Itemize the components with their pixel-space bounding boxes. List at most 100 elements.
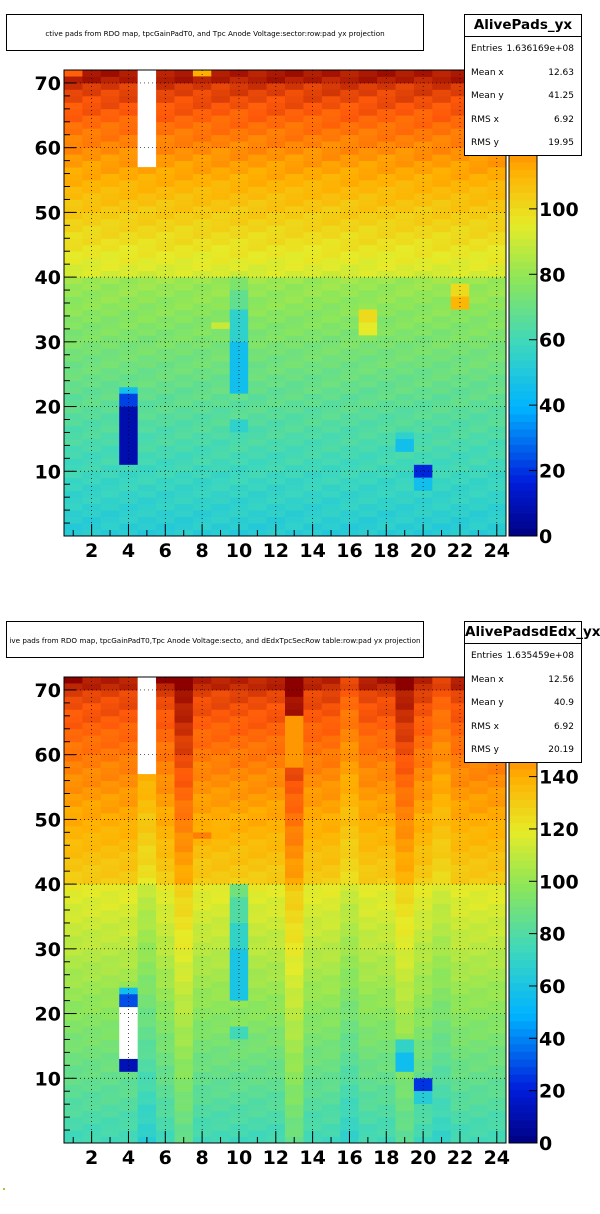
heatmap-cell bbox=[487, 154, 507, 162]
heatmap-cell bbox=[395, 787, 415, 794]
heatmap-cell bbox=[303, 497, 323, 505]
color-scale-swatch bbox=[509, 906, 537, 915]
heatmap-cell bbox=[100, 858, 120, 866]
heatmap-cell bbox=[395, 864, 415, 872]
heatmap-cell bbox=[358, 780, 378, 788]
heatmap-cell bbox=[248, 484, 267, 492]
x-tick-label: 2 bbox=[85, 540, 98, 562]
heatmap-cell bbox=[432, 728, 452, 736]
heatmap-cell bbox=[119, 1123, 139, 1131]
heatmap-cell bbox=[64, 309, 83, 317]
heatmap-cell bbox=[211, 315, 231, 323]
heatmap-cell bbox=[450, 1065, 470, 1073]
heatmap-cell bbox=[248, 445, 267, 453]
heatmap-cell bbox=[100, 774, 120, 781]
heatmap-cell bbox=[266, 147, 286, 155]
heatmap-cell bbox=[321, 173, 341, 181]
heatmap-cell bbox=[285, 277, 304, 284]
heatmap-cell bbox=[321, 251, 341, 259]
heatmap-cell bbox=[137, 477, 157, 485]
heatmap-cell bbox=[450, 141, 470, 149]
heatmap-cell bbox=[340, 315, 360, 323]
color-scale-swatch bbox=[509, 467, 537, 476]
heatmap-cell bbox=[321, 1104, 341, 1112]
heatmap-cell bbox=[266, 296, 286, 304]
heatmap-cell bbox=[266, 374, 286, 382]
heatmap-cell bbox=[432, 1071, 452, 1079]
heatmap-cell bbox=[358, 761, 378, 769]
heatmap-cell bbox=[64, 1097, 83, 1105]
grid-lines bbox=[64, 677, 506, 1143]
heatmap-cell bbox=[156, 290, 175, 297]
heatmap-cell bbox=[358, 257, 378, 265]
heatmap-cell bbox=[229, 309, 249, 342]
heatmap-cell bbox=[432, 264, 452, 272]
heatmap-cell bbox=[82, 374, 102, 382]
heatmap-cell bbox=[303, 890, 323, 898]
heatmap-cell bbox=[358, 728, 378, 736]
heatmap-cell bbox=[211, 393, 231, 401]
color-scale-swatch bbox=[509, 799, 537, 808]
heatmap-cell bbox=[192, 1039, 212, 1047]
heatmap-cell bbox=[285, 76, 304, 84]
heatmap-cell bbox=[358, 955, 378, 963]
heatmap-cell bbox=[229, 1020, 249, 1027]
heatmap-cell bbox=[395, 793, 415, 801]
heatmap-cell bbox=[64, 251, 83, 259]
heatmap-cell bbox=[100, 722, 120, 730]
heatmap-cell bbox=[432, 677, 452, 684]
heatmap-cell bbox=[174, 948, 194, 956]
heatmap-cell bbox=[192, 871, 212, 879]
heatmap-cell bbox=[211, 877, 231, 885]
heatmap-cell bbox=[174, 858, 194, 866]
heatmap-cell bbox=[174, 1078, 194, 1086]
heatmap-cell bbox=[395, 186, 415, 194]
heatmap-cell bbox=[211, 858, 231, 866]
heatmap-cell bbox=[285, 192, 304, 200]
heatmap-cell bbox=[469, 1110, 488, 1118]
heatmap-cell bbox=[192, 95, 212, 103]
heatmap-cell bbox=[119, 477, 139, 485]
heatmap-cell bbox=[82, 516, 102, 524]
heatmap-cell bbox=[303, 328, 323, 336]
heatmap-cell bbox=[340, 812, 360, 820]
heatmap-cell bbox=[192, 160, 212, 168]
heatmap-cell bbox=[340, 1065, 360, 1073]
heatmap-cell bbox=[82, 1039, 102, 1047]
heatmap-cell bbox=[266, 264, 286, 272]
color-scale-swatch bbox=[509, 505, 537, 514]
heatmap-cell bbox=[174, 1007, 194, 1014]
heatmap-cell bbox=[266, 1104, 286, 1112]
heatmap-cell bbox=[64, 102, 83, 110]
heatmap-cell bbox=[321, 968, 341, 976]
heatmap-cell bbox=[487, 832, 507, 840]
heatmap-cell bbox=[395, 702, 415, 710]
heatmap-cell bbox=[174, 935, 194, 943]
heatmap-cell bbox=[174, 283, 194, 291]
heatmap-cell bbox=[192, 102, 212, 110]
heatmap-cell bbox=[450, 257, 470, 265]
heatmap-cell bbox=[395, 134, 415, 142]
heatmap-cell bbox=[487, 787, 507, 794]
heatmap-cell bbox=[64, 180, 83, 187]
heatmap-cell bbox=[64, 1052, 83, 1060]
heatmap-cell bbox=[358, 82, 378, 90]
heatmap-cell bbox=[211, 380, 231, 388]
heatmap-cell bbox=[340, 257, 360, 265]
heatmap-cell bbox=[321, 432, 341, 440]
heatmap-cell bbox=[174, 722, 194, 730]
heatmap-cell bbox=[156, 948, 175, 956]
heatmap-cell bbox=[413, 425, 433, 433]
heatmap-cell bbox=[432, 102, 452, 110]
heatmap-cell bbox=[395, 728, 415, 736]
heatmap-cell bbox=[358, 510, 378, 517]
heatmap-cell bbox=[469, 1097, 488, 1105]
heatmap-cell bbox=[119, 283, 139, 291]
heatmap-cell bbox=[377, 922, 396, 930]
heatmap-cell bbox=[82, 451, 102, 459]
heatmap-cell bbox=[285, 283, 304, 291]
heatmap-cell bbox=[64, 994, 83, 1002]
heatmap-cell bbox=[450, 154, 470, 162]
heatmap-cell bbox=[321, 264, 341, 272]
